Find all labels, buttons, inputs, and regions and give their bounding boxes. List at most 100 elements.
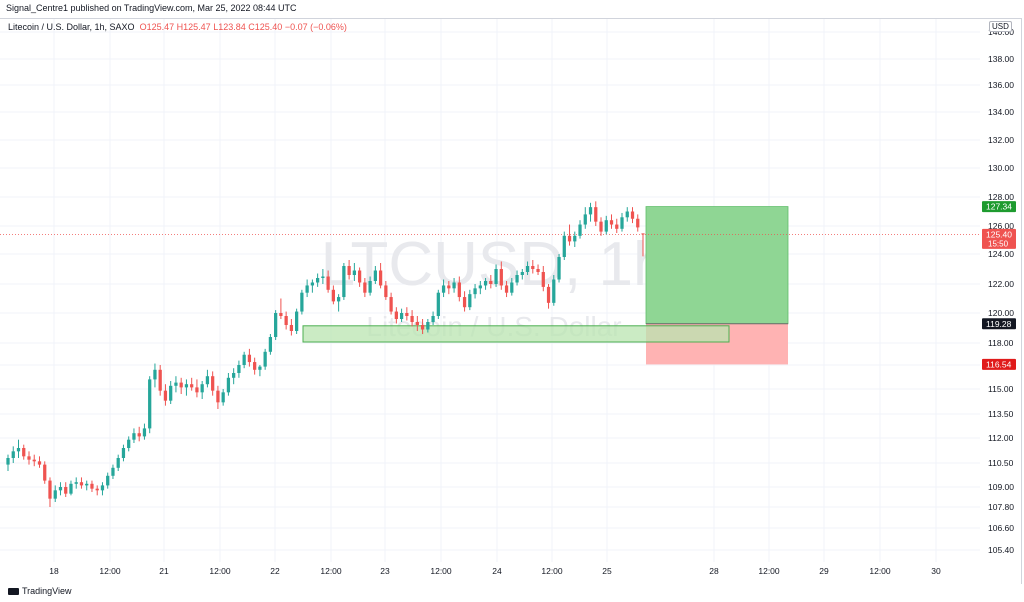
candle (226, 373, 231, 396)
candle (132, 428, 136, 443)
candle (373, 266, 377, 284)
y-tick-label: 105.40 (988, 545, 1014, 555)
candle (473, 284, 477, 299)
candle (504, 281, 509, 298)
candle (468, 289, 472, 311)
x-tick-label: 12:00 (869, 566, 891, 576)
candle (242, 351, 246, 369)
candle (378, 263, 383, 289)
position-zones (0, 206, 980, 365)
footer-brand-text: TradingView (22, 586, 72, 596)
candle (268, 334, 273, 355)
candle (179, 377, 183, 394)
candle (195, 379, 199, 398)
symbol-name: Litecoin / U.S. Dollar, 1h, SAXO (8, 22, 135, 32)
candle (441, 279, 446, 298)
candle (153, 363, 157, 388)
take-profit-zone (645, 206, 789, 325)
candle (211, 371, 215, 396)
y-tick-label: 106.60 (988, 523, 1014, 533)
candle (142, 423, 147, 440)
candle (478, 281, 482, 295)
y-tick-label: 122.00 (988, 279, 1014, 289)
price-axis[interactable]: 105.40 106.60 107.80 109.00 110.50 112.00 113.… (988, 27, 1014, 555)
candle (641, 233, 645, 257)
candle (462, 291, 467, 312)
svg-text:15:50: 15:50 (988, 239, 1009, 248)
candle (520, 269, 524, 280)
candle (274, 310, 278, 340)
candle (331, 285, 335, 305)
candle (163, 384, 168, 406)
candle (525, 261, 530, 275)
candle (16, 439, 21, 458)
y-tick-label: 110.50 (988, 458, 1014, 468)
candle (426, 319, 430, 333)
candle (321, 269, 325, 284)
close-label: C (248, 22, 255, 32)
y-tick-label: 112.00 (988, 433, 1014, 443)
x-tick-label: 12:00 (541, 566, 563, 576)
candle (562, 231, 566, 260)
open-value: 125.47 (146, 22, 175, 32)
y-tick-label: 126.00 (988, 221, 1014, 231)
candle (263, 348, 267, 370)
candle (53, 485, 57, 502)
svg-text:125.40: 125.40 (986, 229, 1012, 239)
candle (620, 212, 624, 232)
svg-text:119.28: 119.28 (986, 319, 1012, 329)
candle (342, 263, 346, 300)
candle (630, 207, 635, 224)
candle (169, 381, 173, 404)
candle (106, 472, 110, 489)
chart-frame (0, 18, 1022, 584)
candle (405, 307, 409, 321)
x-tick-label: 12:00 (758, 566, 780, 576)
candle (22, 444, 26, 460)
candle (205, 369, 210, 388)
svg-text:127.34: 127.34 (986, 202, 1012, 212)
candle (363, 278, 367, 298)
currency-badge[interactable]: USD (989, 21, 1012, 32)
candle (190, 377, 194, 391)
candle (352, 263, 356, 281)
candle (32, 454, 36, 467)
time-axis[interactable]: 18 12:00 21 12:00 22 12:00 23 12:00 24 12:00 25 28 1… (49, 566, 941, 576)
candle (289, 319, 294, 336)
high-value: 125.47 (183, 22, 211, 32)
candle (37, 456, 42, 468)
candle (48, 477, 52, 507)
y-tick-label: 128.00 (988, 192, 1014, 202)
x-tick-label: 12:00 (430, 566, 452, 576)
candle (357, 267, 362, 287)
x-tick-label: 25 (602, 566, 612, 576)
candle (447, 281, 451, 295)
candle (184, 379, 189, 396)
candle (489, 275, 493, 289)
candle (216, 385, 220, 409)
candle (588, 202, 593, 222)
candle (284, 311, 288, 330)
candle (394, 307, 398, 324)
x-tick-label: 18 (49, 566, 59, 576)
x-tick-label: 24 (492, 566, 502, 576)
candle (499, 261, 503, 290)
candle (100, 482, 105, 496)
price-label-entry: 119.28 (982, 318, 1016, 330)
watermark-ticker: LTCUSD, 1h (321, 230, 668, 299)
demand-zone (302, 325, 730, 343)
candle (368, 276, 372, 296)
candle (69, 480, 73, 496)
price-label-take-profit: 127.34 (982, 201, 1016, 213)
candle (121, 444, 126, 462)
y-tick-label: 132.00 (988, 135, 1014, 145)
candle (316, 273, 320, 287)
candle (137, 426, 141, 442)
candle (127, 436, 131, 452)
watermark: LTCUSD, 1h Litecoin / U.S. Dollar (321, 230, 668, 342)
x-tick-label: 22 (270, 566, 280, 576)
footer-brand[interactable]: TradingView (8, 586, 72, 596)
